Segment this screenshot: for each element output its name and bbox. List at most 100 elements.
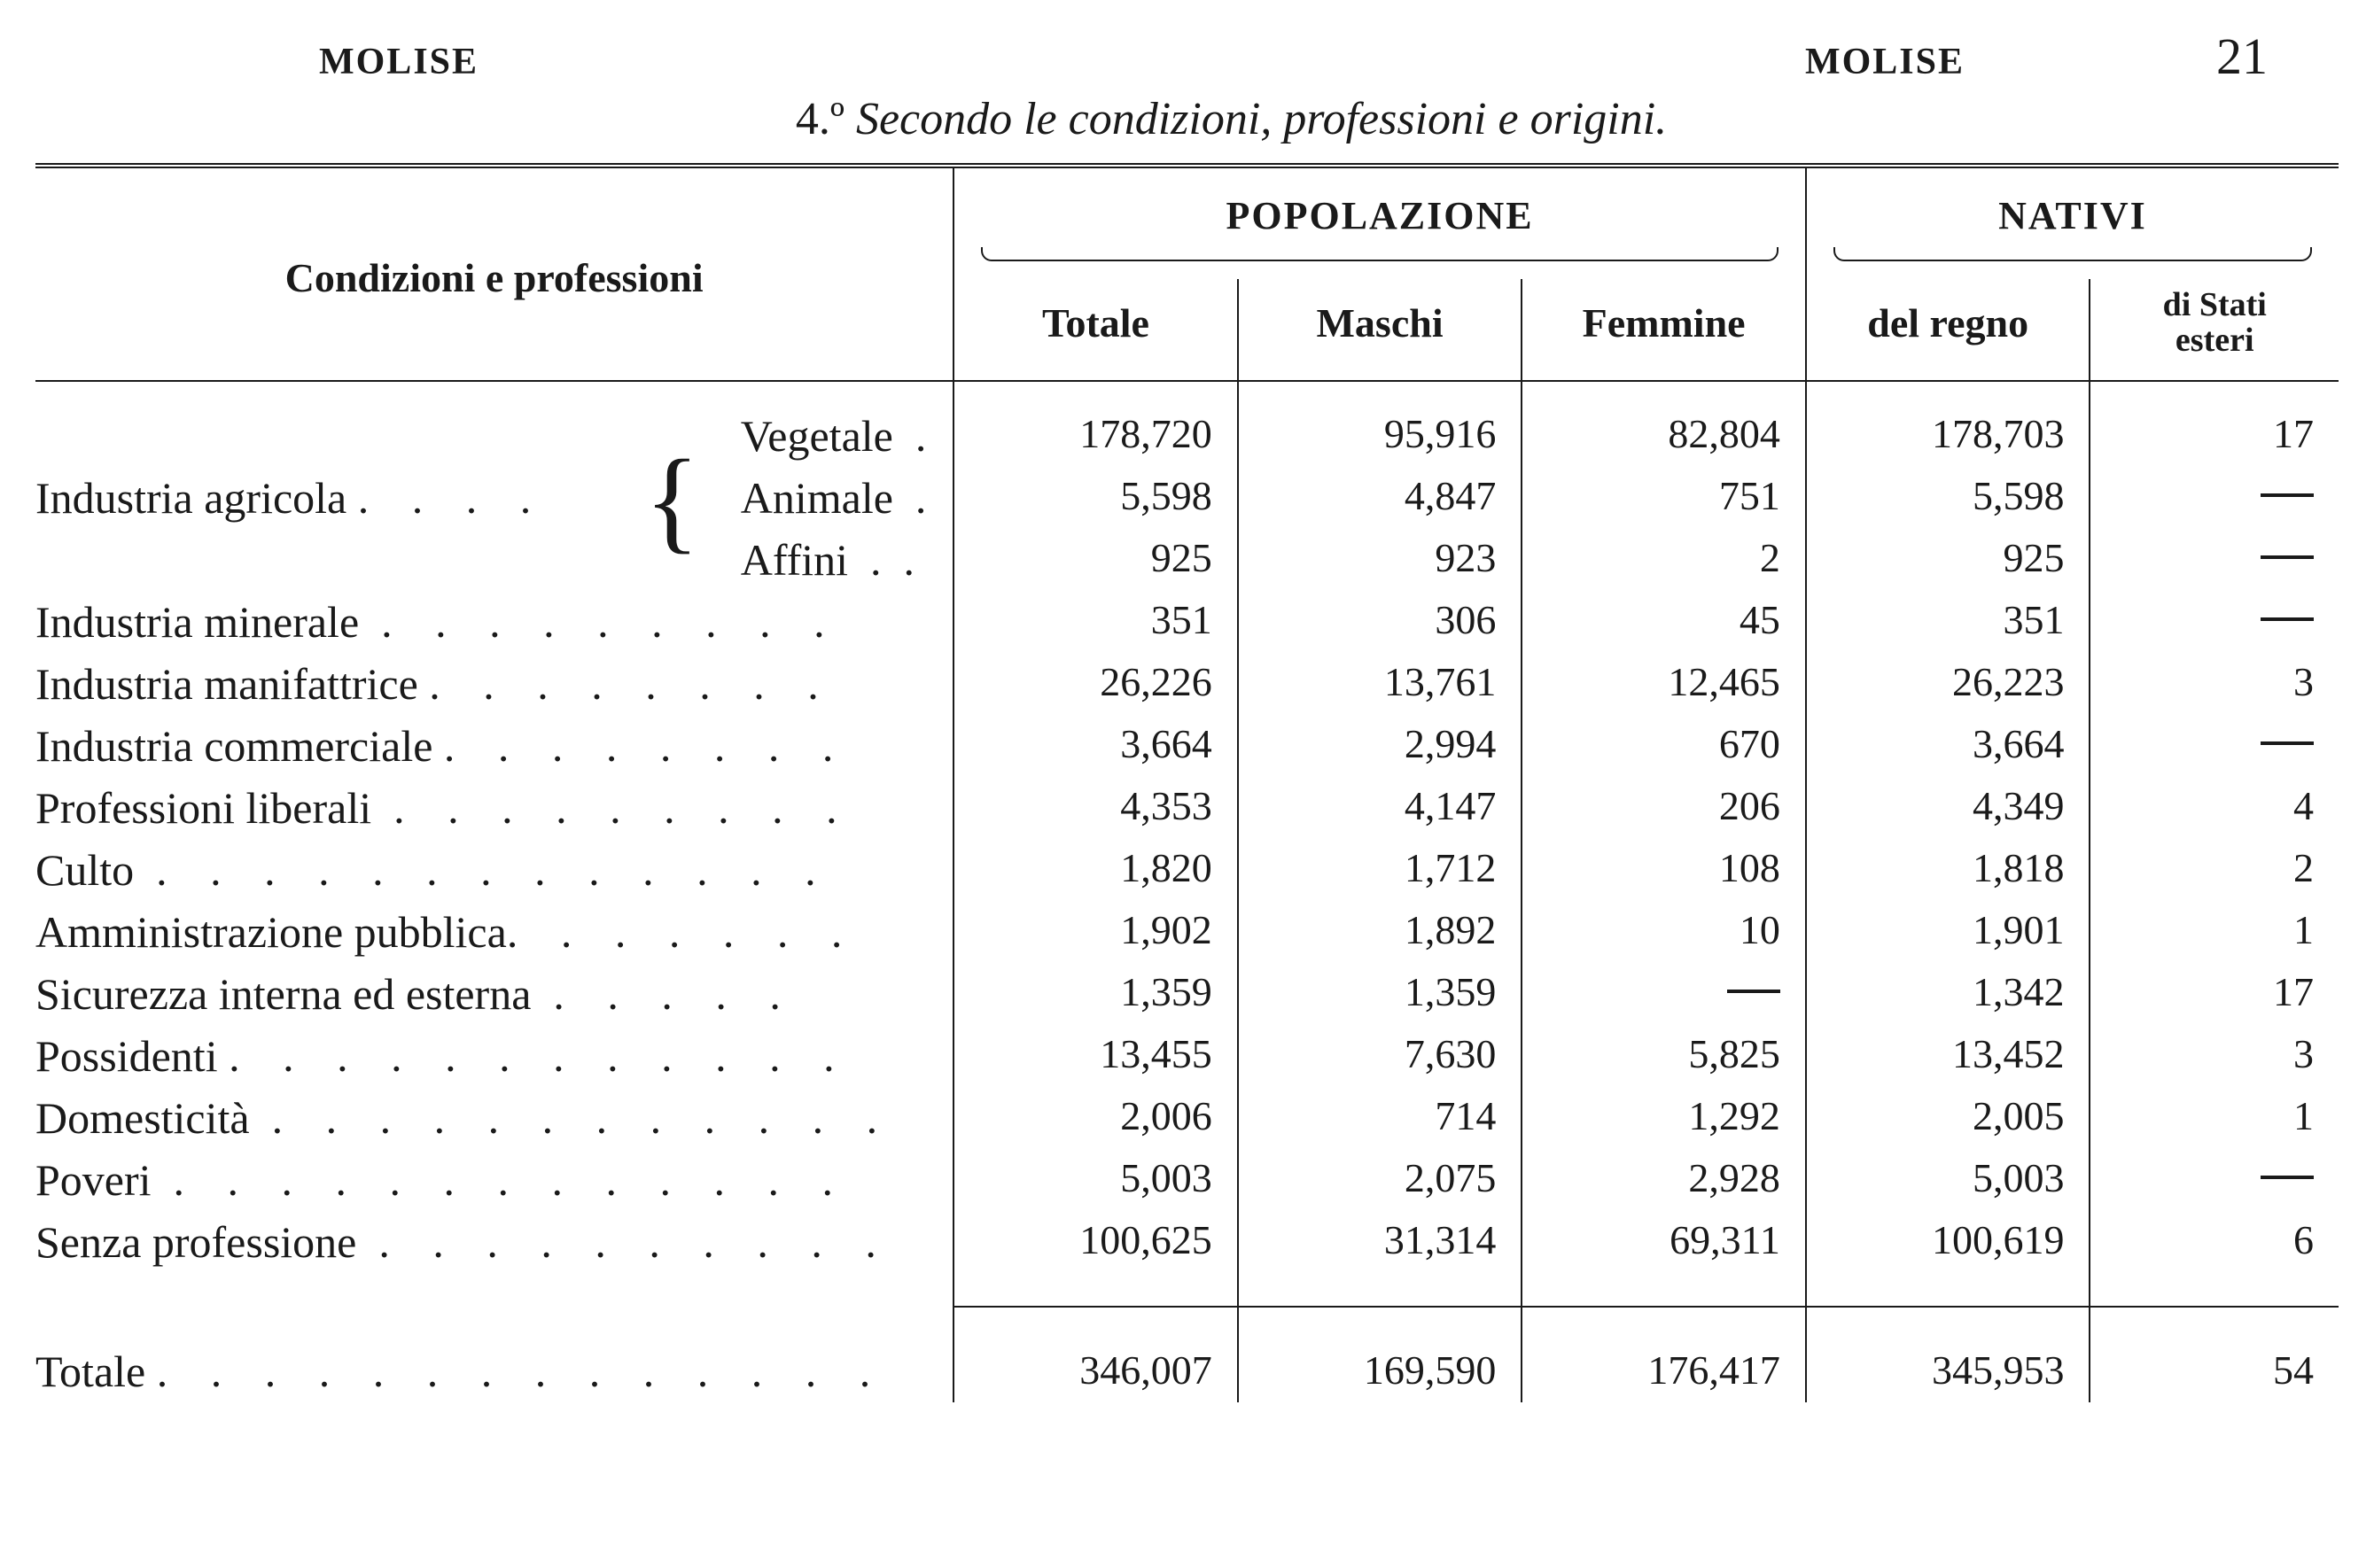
cell-maschi: 169,590: [1238, 1307, 1522, 1402]
cell-regno: 925: [1806, 529, 2090, 591]
cell-esteri: 4: [2090, 777, 2339, 839]
cell-regno: 345,953: [1806, 1307, 2090, 1402]
cell-totale: 1,902: [953, 901, 1238, 963]
cell-regno: 4,349: [1806, 777, 2090, 839]
cell-totale: 1,820: [953, 839, 1238, 901]
cell-esteri: 3: [2090, 653, 2339, 715]
cell-maschi: 714: [1238, 1087, 1522, 1149]
cell-esteri: [2090, 529, 2339, 591]
row-label: Poveri . . . . . . . . . . . . .: [35, 1149, 953, 1211]
leader-dots: . . . .: [358, 473, 548, 523]
dash-icon: [2261, 1176, 2314, 1179]
cell-esteri: [2090, 715, 2339, 777]
cell-femmine: 12,465: [1522, 653, 1806, 715]
cell-femmine: 10: [1522, 901, 1806, 963]
cell-totale: 4,353: [953, 777, 1238, 839]
table-row: Industria manifattrice . . . . . . . . 2…: [35, 653, 2339, 715]
col-group-popolazione: POPOLAZIONE: [953, 168, 1806, 279]
row-label: Professioni liberali . . . . . . . . .: [35, 777, 953, 839]
cell-totale: 2,006: [953, 1087, 1238, 1149]
row-label-industria-agricola: Industria agricola . . . .: [35, 381, 639, 591]
cell-esteri: [2090, 591, 2339, 653]
cell-regno: 1,818: [1806, 839, 2090, 901]
row-label: Industria manifattrice . . . . . . . .: [35, 653, 953, 715]
cell-femmine: 751: [1522, 467, 1806, 529]
row-label-total: Totale . . . . . . . . . . . . . .: [35, 1307, 953, 1402]
cell-esteri: 3: [2090, 1025, 2339, 1087]
row-sublabel: Vegetale .: [705, 381, 953, 467]
dash-icon: [2261, 493, 2314, 497]
cell-totale: 26,226: [953, 653, 1238, 715]
subtitle-text: Secondo le condizioni, professioni e ori…: [856, 94, 1667, 144]
row-label: Industria minerale . . . . . . . . .: [35, 591, 953, 653]
page-header: MOLISE MOLISE 21: [35, 27, 2339, 86]
cell-regno: 351: [1806, 591, 2090, 653]
cell-femmine: 82,804: [1522, 381, 1806, 467]
cell-maschi: 95,916: [1238, 381, 1522, 467]
subtitle-ordinal: 4.º: [796, 94, 845, 144]
cell-esteri: [2090, 1149, 2339, 1211]
data-table: Condizioni e professioni POPOLAZIONE NAT…: [35, 168, 2339, 1402]
cell-regno: 1,342: [1806, 963, 2090, 1025]
table-row-total: Totale . . . . . . . . . . . . . . 346,0…: [35, 1307, 2339, 1402]
cell-regno: 5,598: [1806, 467, 2090, 529]
col-group-popolazione-label: POPOLAZIONE: [1226, 194, 1533, 237]
table-row: Industria commerciale . . . . . . . . 3,…: [35, 715, 2339, 777]
cell-femmine: 670: [1522, 715, 1806, 777]
table-row: Professioni liberali . . . . . . . . . 4…: [35, 777, 2339, 839]
cell-totale: 3,664: [953, 715, 1238, 777]
cell-femmine: 45: [1522, 591, 1806, 653]
table-row: Amministrazione pubblica. . . . . . . 1,…: [35, 901, 2339, 963]
cell-maschi: 1,712: [1238, 839, 1522, 901]
col-group-nativi-label: NATIVI: [1998, 194, 2147, 237]
cell-maschi: 923: [1238, 529, 1522, 591]
cell-esteri: 17: [2090, 963, 2339, 1025]
cell-regno: 1,901: [1806, 901, 2090, 963]
cell-esteri: 6: [2090, 1211, 2339, 1307]
cell-maschi: 2,075: [1238, 1149, 1522, 1211]
cell-femmine: 176,417: [1522, 1307, 1806, 1402]
row-label: Amministrazione pubblica. . . . . . .: [35, 901, 953, 963]
dash-icon: [1727, 990, 1780, 993]
table-container: Condizioni e professioni POPOLAZIONE NAT…: [35, 163, 2339, 1402]
brace-decorator: [981, 247, 1779, 261]
col-header-femmine: Femmine: [1522, 279, 1806, 381]
cell-esteri: 1: [2090, 901, 2339, 963]
cell-totale: 178,720: [953, 381, 1238, 467]
cell-maschi: 306: [1238, 591, 1522, 653]
cell-regno: 5,003: [1806, 1149, 2090, 1211]
row-sublabel: Animale .: [705, 467, 953, 529]
cell-totale: 925: [953, 529, 1238, 591]
col-header-condizioni: Condizioni e professioni: [35, 168, 953, 381]
cell-esteri: [2090, 467, 2339, 529]
cell-esteri: 2: [2090, 839, 2339, 901]
cell-regno: 2,005: [1806, 1087, 2090, 1149]
cell-maschi: 13,761: [1238, 653, 1522, 715]
cell-regno: 178,703: [1806, 381, 2090, 467]
cell-totale: 1,359: [953, 963, 1238, 1025]
cell-maschi: 4,847: [1238, 467, 1522, 529]
cell-maschi: 7,630: [1238, 1025, 1522, 1087]
col-header-totale: Totale: [953, 279, 1238, 381]
row-label: Sicurezza interna ed esterna . . . . .: [35, 963, 953, 1025]
table-row: Sicurezza interna ed esterna . . . . . 1…: [35, 963, 2339, 1025]
table-row: Domesticità . . . . . . . . . . . . 2,00…: [35, 1087, 2339, 1149]
dash-icon: [2261, 555, 2314, 559]
cell-esteri: 54: [2090, 1307, 2339, 1402]
table-row: Senza professione . . . . . . . . . . 10…: [35, 1211, 2339, 1307]
cell-esteri: 1: [2090, 1087, 2339, 1149]
row-label: Senza professione . . . . . . . . . .: [35, 1211, 953, 1307]
dash-icon: [2261, 617, 2314, 621]
curly-brace-icon: {: [639, 381, 705, 591]
cell-totale: 5,003: [953, 1149, 1238, 1211]
cell-maschi: 2,994: [1238, 715, 1522, 777]
cell-totale: 100,625: [953, 1211, 1238, 1307]
cell-regno: 26,223: [1806, 653, 2090, 715]
col-header-stati-esteri-l2: esteri: [2176, 322, 2254, 359]
cell-totale: 346,007: [953, 1307, 1238, 1402]
header-left: MOLISE: [319, 41, 479, 83]
dash-icon: [2261, 741, 2314, 745]
cell-maschi: 4,147: [1238, 777, 1522, 839]
col-header-maschi: Maschi: [1238, 279, 1522, 381]
subtitle: 4.º Secondo le condizioni, professioni e…: [35, 93, 2339, 145]
